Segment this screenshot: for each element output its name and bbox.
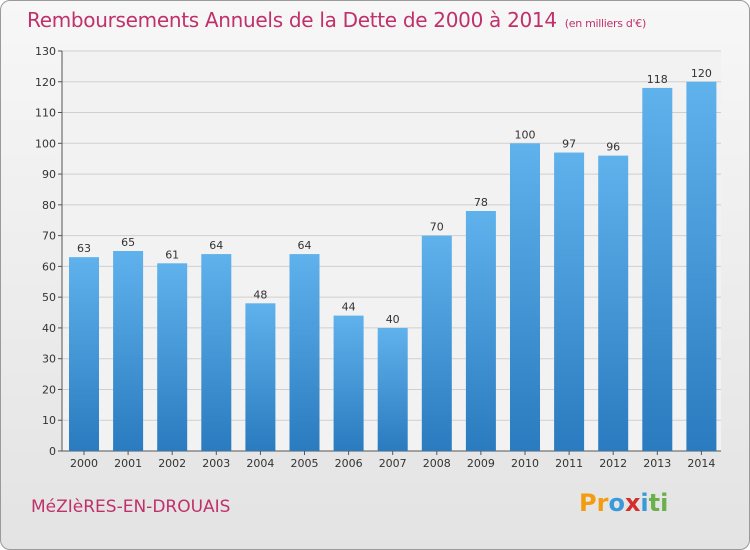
chart-title: Remboursements Annuels de la Dette de 20… xyxy=(27,8,646,32)
y-tick-label: 130 xyxy=(35,45,56,58)
x-tick-label: 2011 xyxy=(555,457,583,470)
y-tick-label: 20 xyxy=(42,383,56,396)
data-label: 44 xyxy=(342,301,356,314)
x-tick-label: 2004 xyxy=(246,457,274,470)
y-tick-label: 30 xyxy=(42,353,56,366)
x-tick-label: 2008 xyxy=(423,457,451,470)
data-label: 96 xyxy=(606,141,620,154)
bar xyxy=(686,81,717,452)
y-tick-label: 50 xyxy=(42,291,56,304)
data-label: 64 xyxy=(298,239,312,252)
data-label: 97 xyxy=(562,138,576,151)
logo-letter: i xyxy=(640,489,649,517)
bar xyxy=(157,263,188,451)
bar xyxy=(113,251,144,451)
x-tick-label: 2005 xyxy=(291,457,319,470)
y-tick-label: 60 xyxy=(42,260,56,273)
logo-letter: t xyxy=(648,489,661,517)
bar xyxy=(510,143,540,452)
data-label: 70 xyxy=(430,221,444,234)
city-name: MéZIèRES-EN-DROUAIS xyxy=(31,497,231,517)
y-tick-label: 80 xyxy=(42,199,56,212)
proxiti-logo: Proxiti xyxy=(579,489,668,517)
data-label: 48 xyxy=(253,288,267,301)
y-tick-label: 10 xyxy=(42,414,56,427)
data-label: 100 xyxy=(515,128,536,141)
data-label: 120 xyxy=(691,67,712,80)
bar xyxy=(289,254,320,451)
data-label: 61 xyxy=(165,248,179,261)
y-tick-label: 40 xyxy=(42,322,56,335)
x-tick-label: 2001 xyxy=(114,457,142,470)
bar xyxy=(377,327,408,451)
y-tick-label: 70 xyxy=(42,230,56,243)
data-label: 65 xyxy=(121,236,135,249)
y-tick-label: 100 xyxy=(35,137,56,150)
x-tick-label: 2007 xyxy=(379,457,407,470)
bar xyxy=(642,87,673,451)
x-tick-label: 2000 xyxy=(70,457,98,470)
logo-letter: r xyxy=(596,489,609,517)
bar xyxy=(245,303,276,451)
data-label: 78 xyxy=(474,196,488,209)
bar xyxy=(201,254,232,451)
x-tick-label: 2010 xyxy=(511,457,539,470)
x-tick-label: 2014 xyxy=(687,457,715,470)
y-tick-label: 120 xyxy=(35,76,56,89)
y-tick-label: 0 xyxy=(49,445,56,458)
logo-letter: x xyxy=(624,489,641,517)
bar xyxy=(465,211,496,451)
bar xyxy=(421,235,452,451)
x-tick-label: 2012 xyxy=(599,457,627,470)
logo-letter: i xyxy=(660,489,669,517)
chart-unit-note: (en milliers d'€) xyxy=(564,17,646,30)
y-tick-label: 90 xyxy=(42,168,56,181)
data-label: 40 xyxy=(386,313,400,326)
chart-title-text: Remboursements Annuels de la Dette de 20… xyxy=(27,8,557,32)
x-tick-label: 2013 xyxy=(643,457,671,470)
logo-letter: P xyxy=(579,489,597,517)
data-label: 118 xyxy=(647,73,668,86)
logo-letter: o xyxy=(608,489,625,517)
x-tick-label: 2009 xyxy=(467,457,495,470)
x-tick-label: 2006 xyxy=(335,457,363,470)
bar xyxy=(598,155,629,451)
bar xyxy=(554,152,585,452)
data-label: 63 xyxy=(77,242,91,255)
data-label: 64 xyxy=(209,239,223,252)
bar xyxy=(69,257,99,451)
x-tick-label: 2002 xyxy=(158,457,186,470)
x-tick-label: 2003 xyxy=(202,457,230,470)
y-tick-label: 110 xyxy=(35,107,56,120)
bar xyxy=(333,315,364,451)
